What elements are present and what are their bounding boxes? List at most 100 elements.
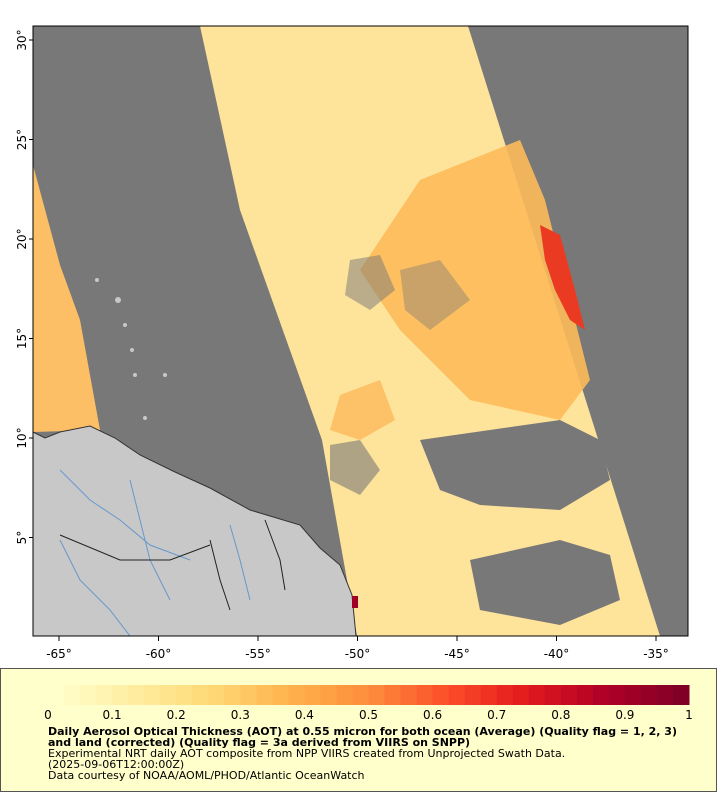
lon-tick-label: -65°	[46, 647, 72, 661]
color-scale-label: 0.9	[615, 708, 634, 722]
color-scale-label: 0.3	[231, 708, 250, 722]
river	[229, 524, 251, 601]
color-scale-cell	[592, 685, 610, 705]
legend-panel: 0 0.1 0.2 0.3 0.4 0.5 0.6 0.7 0.8 0.9 1	[0, 668, 717, 792]
color-scale-cell	[176, 685, 193, 705]
lat-tick-label: 5°	[15, 531, 29, 545]
color-scale-cell	[64, 685, 81, 705]
color-scale-cell	[480, 685, 498, 705]
island	[123, 323, 127, 327]
aot-orange-area	[360, 140, 590, 420]
color-scale-cell	[384, 685, 402, 705]
swath-gap	[420, 420, 610, 510]
land-south-america	[32, 425, 357, 637]
color-scale-cell	[352, 685, 369, 705]
color-scale-cell	[640, 685, 658, 705]
color-scale-cell	[336, 685, 353, 705]
caption: Daily Aerosol Optical Thickness (AOT) at…	[48, 726, 688, 781]
color-scale-label: 1	[685, 708, 693, 722]
color-scale-cell	[448, 685, 466, 705]
color-scale-cell	[208, 685, 225, 705]
color-scale-cell	[304, 685, 321, 705]
color-scale-cell	[624, 685, 642, 705]
color-scale-cell	[48, 685, 65, 705]
color-scale-cell	[416, 685, 434, 705]
color-scale-label: 0.7	[487, 708, 506, 722]
color-scale-cell	[144, 685, 161, 705]
aot-high-area	[540, 225, 585, 330]
swath-gap	[400, 260, 470, 330]
color-scale-cell	[224, 685, 241, 705]
color-scale-cell	[576, 685, 594, 705]
color-scale-cell	[160, 685, 177, 705]
color-scale-cell	[256, 685, 273, 705]
color-scale-cell	[240, 685, 257, 705]
latitude-axis: 30° 25° 20° 15° 10° 5°	[15, 29, 33, 544]
island	[95, 278, 99, 282]
swath-gap	[470, 540, 620, 625]
river	[59, 469, 191, 561]
color-scale-cell	[272, 685, 289, 705]
color-scale-cell	[96, 685, 113, 705]
lon-tick-label: -45°	[444, 647, 470, 661]
island	[133, 373, 137, 377]
color-scale-cell	[432, 685, 450, 705]
lon-tick-label: -40°	[544, 647, 570, 661]
color-scale-cell	[544, 685, 562, 705]
map-frame	[32, 25, 689, 637]
river	[129, 479, 171, 601]
lon-tick-label: -35°	[643, 647, 669, 661]
swath-gap	[330, 440, 380, 495]
border	[209, 539, 231, 611]
color-scale-label: 0.8	[551, 708, 570, 722]
color-scale-cell	[288, 685, 305, 705]
longitude-axis: -65° -60° -55° -50° -45° -40° -35°	[46, 636, 669, 661]
color-scale: 0 0.1 0.2 0.3 0.4 0.5 0.6 0.7 0.8 0.9 1	[44, 685, 693, 722]
color-scale-cell	[528, 685, 546, 705]
lat-tick-label: 10°	[15, 427, 29, 448]
color-scale-cell	[112, 685, 129, 705]
color-scale-label: 0.5	[359, 708, 378, 722]
border	[264, 519, 286, 591]
color-scale-label: 0.4	[295, 708, 314, 722]
island	[143, 416, 147, 420]
lat-tick-label: 20°	[15, 228, 29, 249]
color-scale-cell	[512, 685, 530, 705]
color-scale-label: 0	[44, 708, 52, 722]
color-scale-cell	[656, 685, 674, 705]
lon-tick-label: -60°	[146, 647, 172, 661]
color-scale-label: 0.6	[423, 708, 442, 722]
river	[59, 539, 131, 637]
island	[163, 373, 167, 377]
aot-map: 30° 25° 20° 15° 10° 5° -65° -60° -55° -50° -45° -4…	[15, 25, 689, 661]
color-scale-cell	[192, 685, 209, 705]
swath-left	[33, 165, 100, 432]
island	[130, 348, 134, 352]
color-scale-cell	[368, 685, 386, 705]
aot-orange-area-lower	[330, 380, 395, 440]
color-scale-label: 0.2	[167, 708, 186, 722]
color-scale-cell	[320, 685, 337, 705]
lat-tick-label: 25°	[15, 129, 29, 150]
color-scale-cell	[672, 685, 690, 705]
color-scale-cell	[560, 685, 578, 705]
caption-line-3: Data courtesy of NOAA/AOML/PHOD/Atlantic…	[48, 769, 365, 782]
border	[59, 534, 211, 561]
lat-tick-label: 15°	[15, 328, 29, 349]
lon-tick-label: -55°	[245, 647, 271, 661]
island	[115, 297, 121, 303]
swath-gap	[345, 255, 395, 310]
color-scale-label: 0.1	[103, 708, 122, 722]
caption-title: Daily Aerosol Optical Thickness (AOT) at…	[48, 725, 677, 749]
color-scale-cell	[608, 685, 626, 705]
color-scale-cell	[496, 685, 514, 705]
lat-tick-label: 30°	[15, 29, 29, 50]
color-scale-cell	[400, 685, 418, 705]
color-scale-cell	[464, 685, 482, 705]
aot-red-spot	[352, 596, 358, 608]
caption-line-1: Experimental NRT daily AOT composite fro…	[48, 747, 566, 760]
lon-tick-label: -50°	[345, 647, 371, 661]
color-scale-cell	[128, 685, 145, 705]
color-scale-cell	[80, 685, 97, 705]
caption-line-2: (2025-09-06T12:00:00Z)	[48, 758, 185, 771]
